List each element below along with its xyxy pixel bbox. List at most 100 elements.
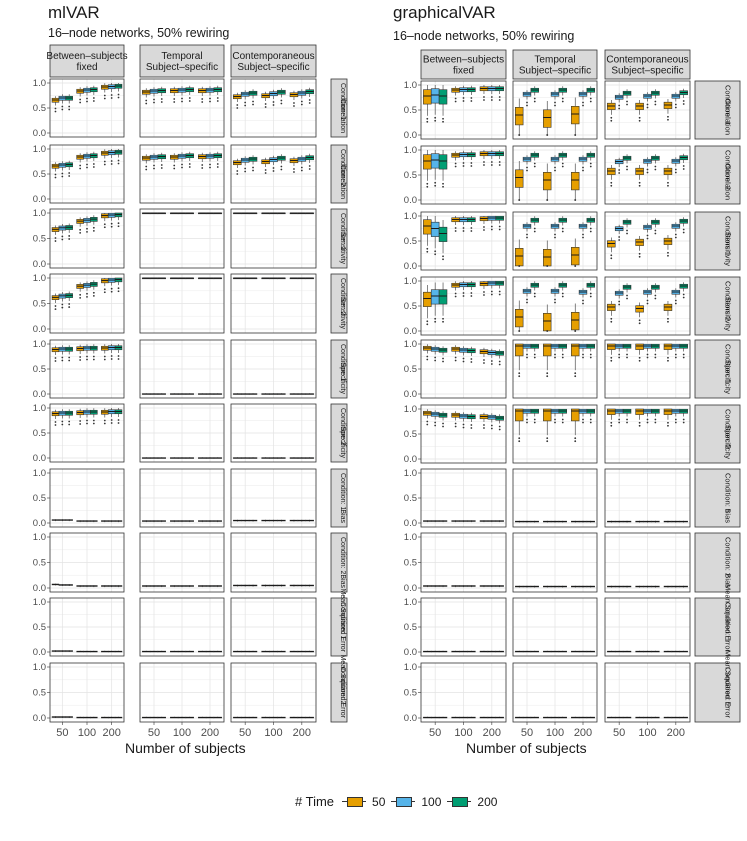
outlier-point [618,169,621,171]
outlier-point [188,100,191,102]
outlier-point [117,419,120,421]
y-tick-label: 1.0 [404,276,417,287]
y-tick-label: 0.5 [404,429,417,440]
outlier-point [103,291,106,294]
outlier-point [546,265,549,267]
outlier-point [92,166,95,168]
outlier-point [110,355,113,357]
outlier-point [626,418,628,421]
facet-panel [49,532,125,593]
outlier-point [110,94,113,96]
outlier-point [61,172,64,175]
panel-border [230,273,317,334]
row-strip [330,78,348,138]
outlier-point [518,440,521,443]
y-tick-label: 1.0 [404,145,417,156]
outlier-point [442,182,444,185]
row-strip [694,662,741,723]
row-strip-condition: Condition: 1 [339,344,346,381]
outlier-point [546,134,549,136]
outlier-point [589,162,592,165]
outlier-point [574,372,577,375]
outlier-point [546,372,549,375]
panel-border [512,532,598,593]
box [423,154,432,170]
row-strip-measure: Correlation [724,98,733,135]
box [571,172,580,191]
outlier-point [518,330,521,332]
facet-panel [230,662,317,723]
outlier-point [462,295,465,297]
y-tick-label: 0.0 [33,583,46,594]
row-strip-measure: Specificity [724,360,733,394]
x-tick-label: 100 [546,727,564,739]
y-tick-label: 0.5 [33,103,46,114]
outlier-point [145,102,148,105]
outlier-point [490,228,493,231]
row-strip [694,145,741,205]
y-tick-label: 0.0 [404,261,417,272]
y-tick-label: 1.0 [33,339,46,350]
facet-panel [512,404,598,464]
outlier-point [533,230,536,233]
legend-item-100: 100 [391,795,441,809]
box [571,106,580,125]
outlier-point [470,100,473,102]
row-strip-condition: Condition: 2 [724,281,733,321]
outlier-point [61,105,64,108]
panel-border [230,144,317,204]
outlier-point [110,419,113,421]
outlier-point [86,358,88,361]
row-strip-measure: Correlation [339,165,346,199]
y-tick-label: 0.0 [404,713,417,724]
box [635,343,644,350]
outlier-point [103,355,106,358]
outlier-point [554,104,556,107]
outlier-point [86,419,88,422]
outlier-point [86,163,88,166]
row-strip [694,597,741,657]
row-strip-condition: Condition: 1 [724,602,733,642]
row-strip [330,339,348,399]
column-strip [230,44,317,78]
outlier-point [426,247,429,250]
outlier-point [561,292,564,295]
y-tick-label: 0.0 [404,389,417,400]
graphicalvar-subtitle: 16–node networks, 50% rewiring [393,29,575,43]
facet-panel [420,80,507,140]
outlier-point [442,360,444,363]
y-tick-label: 0.5 [404,301,417,312]
outlier-point [92,100,95,102]
outlier-point [442,255,444,258]
x-tick-label: 50 [521,727,533,739]
outlier-point [252,169,254,172]
outlier-point [434,320,437,323]
outlier-point [308,99,311,101]
outlier-point [589,165,592,168]
outlier-point [68,359,71,362]
row-strip-measure: Bias [724,508,733,523]
facet-panel [49,662,125,723]
box [543,312,552,332]
facet-panel [512,662,598,723]
column-strip-label: Subject–specific [146,62,218,73]
row-strip [330,597,348,657]
outlier-point [682,296,685,299]
row-strip-measure: Sensitivity [724,232,733,266]
panel-border [139,78,225,138]
facet-panel [604,597,691,657]
outlier-point [68,423,71,426]
outlier-point [426,185,429,188]
graphicalvar-title: graphicalVAR [393,3,496,22]
outlier-point [173,167,176,170]
outlier-point [646,302,649,305]
panel-border [420,276,507,336]
outlier-point [646,356,649,359]
outlier-point [561,353,564,356]
outlier-point [86,295,88,298]
outlier-point [490,360,493,362]
column-strip-label: Temporal [534,55,575,66]
